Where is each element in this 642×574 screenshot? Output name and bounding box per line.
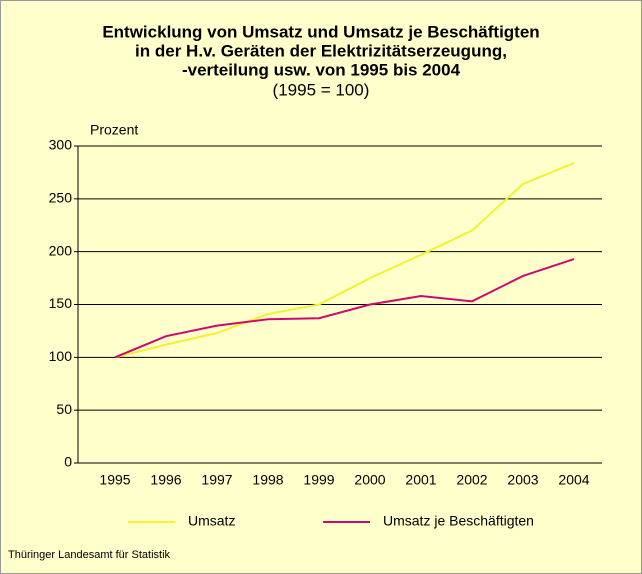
x-tick-label: 1996 — [150, 472, 181, 488]
y-tick-label: 100 — [49, 348, 73, 364]
y-tick-label: 200 — [49, 242, 73, 258]
x-tick-label: 2002 — [456, 472, 487, 488]
x-tick-label: 2004 — [558, 472, 589, 488]
x-tick-label: 2000 — [354, 472, 385, 488]
y-tick-label: 300 — [49, 137, 73, 153]
x-tick-label: 1995 — [99, 472, 130, 488]
series-line — [114, 258, 575, 359]
x-tick-label: 2001 — [405, 472, 436, 488]
chart-title: in der H.v. Geräten der Elektrizitätserz… — [135, 41, 507, 60]
x-tick-label: 1997 — [201, 472, 232, 488]
y-tick-label: 0 — [64, 454, 72, 470]
x-tick-label: 2003 — [507, 472, 538, 488]
legend-label: Umsatz je Beschäftigten — [383, 513, 534, 529]
source: Thüringer Landesamt für Statistik — [8, 549, 171, 561]
y-tick-label: 50 — [56, 401, 72, 417]
chart-subtitle: (1995 = 100) — [273, 80, 370, 99]
x-tick-label: 1998 — [252, 472, 283, 488]
chart-title: -verteilung usw. von 1995 bis 2004 — [182, 60, 461, 79]
x-tick-label: 1999 — [303, 472, 334, 488]
y-tick-label: 150 — [49, 295, 73, 311]
legend-label: Umsatz — [188, 513, 235, 529]
y-tick-label: 250 — [49, 190, 73, 206]
y-axis-label: Prozent — [90, 122, 138, 138]
series-line — [114, 161, 575, 359]
chart-title: Entwicklung von Umsatz und Umsatz je Bes… — [102, 22, 539, 41]
